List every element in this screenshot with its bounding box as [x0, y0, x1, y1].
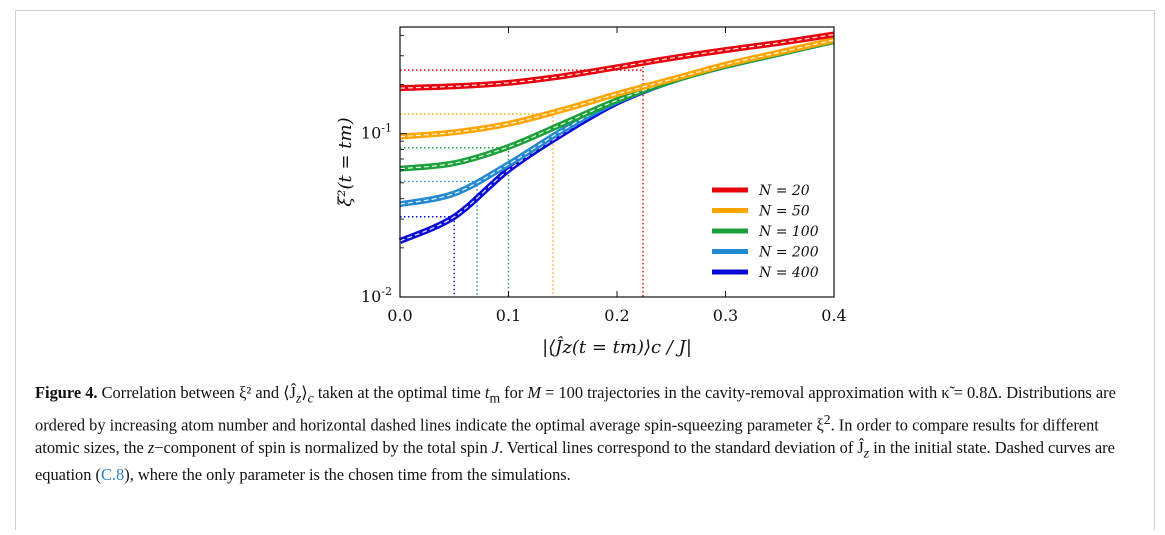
legend-label-n-50: N = 50 — [758, 204, 810, 220]
caption-text-2: ⟩ — [301, 383, 308, 402]
y-axis-label: ξ²(t = tm) — [335, 117, 356, 206]
caption-M: M — [527, 383, 542, 402]
legend-label-n-20: N = 20 — [758, 183, 810, 199]
legend-label-n-100: N = 100 — [758, 224, 819, 240]
legend-label-n-200: N = 200 — [758, 245, 819, 261]
series-n-20 — [399, 31, 835, 92]
caption-sup-2: 2 — [823, 412, 831, 428]
equation-ref-link[interactable]: C.8 — [101, 465, 125, 485]
caption-text-8: . Vertical lines correspond to the stand… — [499, 437, 864, 457]
caption-t-m: t — [484, 383, 490, 402]
caption-text-1: Correlation between ξ² and ⟨Ĵ — [97, 383, 296, 402]
x-axis-label: |⟨Ĵz(t = tm)⟩c / J| — [542, 335, 692, 358]
caption-sub-z: z — [295, 390, 302, 406]
caption-sub-z-2: z — [863, 445, 870, 461]
x-tick-label: 0.2 — [604, 306, 629, 325]
legend-label-n-400: N = 400 — [758, 265, 819, 281]
fit-n-20 — [399, 33, 835, 89]
figure-plot: 0.0 0.1 0.2 0.3 0.410-210-1 N = 20N = 50N = … — [335, 26, 847, 358]
caption-sub-m: m — [489, 390, 501, 406]
x-tick-label: 0.3 — [713, 306, 738, 325]
figure-frame — [15, 10, 1155, 530]
y-tick-label: 10-2 — [361, 285, 392, 306]
x-tick-label: 0.1 — [496, 306, 521, 325]
x-tick-label: 0.0 — [387, 306, 412, 325]
caption-z-component: z — [147, 437, 155, 457]
caption-text-9: in the initial state. Dashed curves are … — [35, 437, 1115, 485]
legend: N = 20 N = 50 N = 100 N = 200 N = 400 — [712, 183, 819, 281]
caption-text-10: ), where the only parameter is the chose… — [124, 465, 571, 485]
x-tick-label: 0.4 — [821, 306, 846, 325]
figure-label: Figure 4. — [35, 383, 98, 402]
caption-text-4: for — [500, 383, 528, 402]
caption-text-5: = 100 trajectories in the cavity-removal… — [35, 383, 1116, 435]
caption-sub-c: c — [307, 390, 314, 406]
caption-text-7: −component of spin is normalized by the … — [154, 437, 492, 457]
caption-J: J — [491, 437, 500, 457]
caption-text-6: . In order to compare results for differ… — [35, 415, 1099, 457]
caption-text-3: taken at the optimal time — [313, 383, 485, 402]
series-n-50 — [399, 36, 835, 140]
figure-caption: Figure 4. Correlation between ξ² and ⟨Ĵz… — [35, 382, 1125, 486]
y-tick-label: 10-1 — [361, 122, 392, 143]
